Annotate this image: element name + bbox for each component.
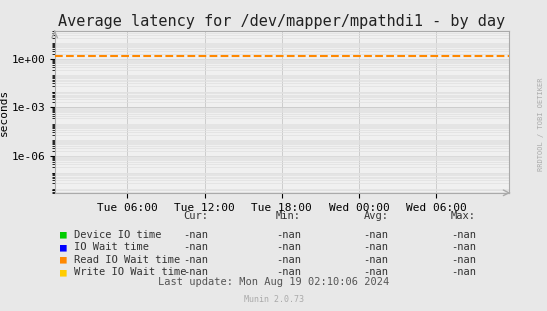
- Text: Cur:: Cur:: [183, 211, 208, 221]
- Text: -nan: -nan: [363, 230, 388, 240]
- Text: -nan: -nan: [276, 267, 301, 277]
- Text: -nan: -nan: [276, 230, 301, 240]
- Text: Avg:: Avg:: [363, 211, 388, 221]
- Text: -nan: -nan: [183, 255, 208, 265]
- Title: Average latency for /dev/mapper/mpathdi1 - by day: Average latency for /dev/mapper/mpathdi1…: [58, 14, 505, 29]
- Text: -nan: -nan: [451, 267, 476, 277]
- Y-axis label: seconds: seconds: [0, 88, 8, 136]
- Text: Device IO time: Device IO time: [74, 230, 161, 240]
- Text: -nan: -nan: [183, 242, 208, 252]
- Text: -nan: -nan: [451, 242, 476, 252]
- Text: Read IO Wait time: Read IO Wait time: [74, 255, 180, 265]
- Text: -nan: -nan: [451, 255, 476, 265]
- Text: -nan: -nan: [363, 255, 388, 265]
- Text: Write IO Wait time: Write IO Wait time: [74, 267, 187, 277]
- Text: -nan: -nan: [183, 267, 208, 277]
- Text: -nan: -nan: [276, 242, 301, 252]
- Text: Munin 2.0.73: Munin 2.0.73: [243, 295, 304, 304]
- Text: ■: ■: [60, 242, 66, 252]
- Text: ■: ■: [60, 255, 66, 265]
- Text: -nan: -nan: [276, 255, 301, 265]
- Text: Min:: Min:: [276, 211, 301, 221]
- Text: -nan: -nan: [363, 267, 388, 277]
- Text: -nan: -nan: [183, 230, 208, 240]
- Text: ■: ■: [60, 230, 66, 240]
- Text: -nan: -nan: [451, 230, 476, 240]
- Text: RRDTOOL / TOBI OETIKER: RRDTOOL / TOBI OETIKER: [538, 78, 544, 171]
- Text: -nan: -nan: [363, 242, 388, 252]
- Text: IO Wait time: IO Wait time: [74, 242, 149, 252]
- Text: ■: ■: [60, 267, 66, 277]
- Text: Max:: Max:: [451, 211, 476, 221]
- Text: Last update: Mon Aug 19 02:10:06 2024: Last update: Mon Aug 19 02:10:06 2024: [158, 276, 389, 286]
